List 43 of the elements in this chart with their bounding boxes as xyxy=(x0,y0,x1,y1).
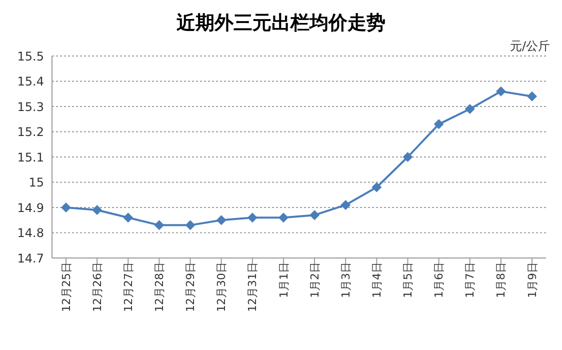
x-tick-label: 1月5日 xyxy=(402,262,415,298)
point xyxy=(464,104,475,114)
y-tick-label: 15.2 xyxy=(17,125,44,140)
x-tick-label: 12月31日 xyxy=(246,262,260,312)
point xyxy=(216,215,226,226)
x-tick-label: 1月7日 xyxy=(464,262,477,298)
point xyxy=(92,205,102,216)
point xyxy=(247,212,258,223)
x-tick-label: 12月26日 xyxy=(90,262,104,312)
y-tick-label: 14.9 xyxy=(17,200,44,215)
x-tick-label: 12月25日 xyxy=(60,262,73,312)
point xyxy=(372,182,382,192)
x-tick-label: 12月28日 xyxy=(153,262,166,312)
point xyxy=(496,86,506,96)
y-tick-label: 15.1 xyxy=(17,150,44,164)
point xyxy=(61,202,71,212)
point xyxy=(402,152,413,162)
x-tick-label: 1月6日 xyxy=(432,262,446,298)
x-tick-label: 12月29日 xyxy=(184,262,198,312)
x-tick-label: 1月8日 xyxy=(494,262,508,298)
point xyxy=(123,212,134,223)
x-tick-label: 1月9日 xyxy=(526,262,539,298)
x-tick-label: 12月27日 xyxy=(122,262,135,312)
point xyxy=(278,212,288,223)
y-tick-label: 15.3 xyxy=(17,100,44,114)
y-tick-label: 15.4 xyxy=(17,74,44,89)
point xyxy=(340,200,351,210)
point xyxy=(154,220,164,230)
y-tick-label: 15.5 xyxy=(17,49,44,64)
x-tick-label: 1月1日 xyxy=(277,262,290,298)
point xyxy=(185,220,196,230)
x-tick-label: 1月2日 xyxy=(308,262,322,298)
point xyxy=(527,91,537,102)
x-tick-label: 1月3日 xyxy=(339,262,352,298)
x-tick-label: 12月30日 xyxy=(215,262,228,312)
y-tick-label: 14.7 xyxy=(17,251,44,266)
point xyxy=(310,210,320,220)
y-tick-label: 14.8 xyxy=(17,226,44,240)
x-tick-label: 1月4日 xyxy=(370,262,384,298)
y-axis-title: 元/公斤 xyxy=(510,38,550,55)
point xyxy=(434,119,444,130)
chart-title: 近期外三元出栏均价走势 xyxy=(176,11,386,36)
y-tick-label: 15 xyxy=(28,176,44,190)
